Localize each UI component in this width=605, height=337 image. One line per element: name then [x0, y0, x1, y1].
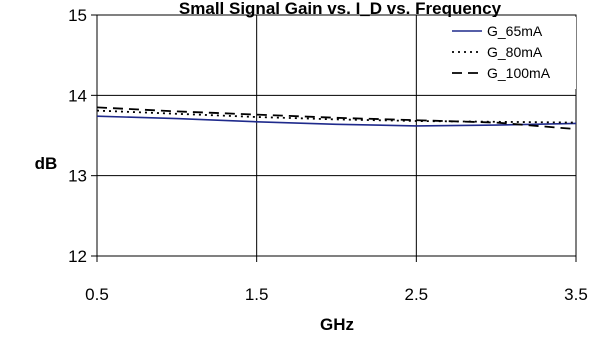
x-tick-label: 3.5 — [564, 285, 588, 304]
x-tick-label: 1.5 — [245, 285, 269, 304]
y-axis: 12 13 14 15 — [68, 6, 97, 266]
x-tick-label: 2.5 — [405, 285, 429, 304]
x-tick-label: 0.5 — [85, 285, 109, 304]
legend: G_65mA G_80mA G_100mA — [445, 17, 576, 89]
y-tick-label: 13 — [68, 167, 87, 186]
x-axis-title: GHz — [320, 315, 354, 334]
plot-area — [96, 14, 577, 257]
y-tick-label: 14 — [68, 86, 87, 105]
series-layer — [96, 106, 577, 130]
legend-label: G_80mA — [487, 44, 543, 60]
y-tick-label: 12 — [68, 247, 87, 266]
series-line-g-80ma — [96, 109, 577, 124]
y-axis-title: dB — [35, 154, 58, 173]
chart-title: Small Signal Gain vs. I_D vs. Frequency — [179, 0, 502, 18]
legend-background — [445, 17, 576, 89]
x-axis: 0.5 1.5 2.5 3.5 — [85, 256, 588, 304]
series-line-g-65ma — [96, 115, 577, 127]
legend-label: G_100mA — [487, 65, 551, 81]
legend-label: G_65mA — [487, 23, 543, 39]
y-tick-label: 15 — [68, 6, 87, 25]
